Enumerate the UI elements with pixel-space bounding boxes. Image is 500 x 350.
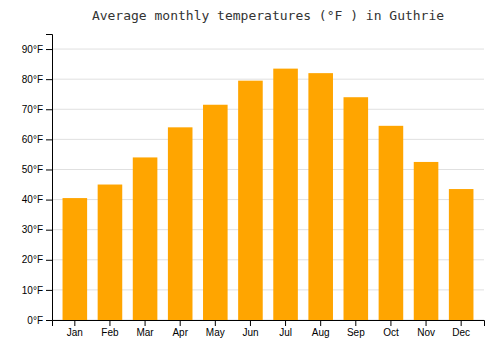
y-tick-mark — [46, 260, 52, 261]
x-tick-label: Jun — [242, 327, 258, 338]
title: Average monthly temperatures (°F ) in Gu… — [92, 8, 444, 23]
bar — [273, 69, 298, 320]
x-tick-mark — [426, 320, 427, 326]
y-axis: 0°F 10°F 20°F 30°F 40°F 50°F 60°F 70°F 80°F 90°F — [22, 35, 53, 326]
y-tick-label: 60°F — [22, 134, 43, 145]
x-tick-label: Apr — [172, 327, 188, 338]
y-tick-mark — [46, 79, 52, 80]
bar — [238, 81, 263, 320]
y-tick-label: 90°F — [22, 44, 43, 55]
y-tick: 10°F — [22, 285, 52, 296]
y-tick-label: 30°F — [22, 224, 43, 235]
x-tick-label: Jan — [67, 327, 83, 338]
x-tick: May — [206, 320, 225, 338]
x-tick-label: Mar — [136, 327, 154, 338]
y-tick-label: 50°F — [22, 164, 43, 175]
y-tick: 50°F — [22, 164, 52, 175]
x-tick: Jan — [67, 320, 83, 338]
x-tick: Aug — [312, 320, 330, 338]
y-tick-label: 40°F — [22, 194, 43, 205]
x-tick: Jun — [242, 320, 258, 338]
y-tick: 20°F — [22, 254, 52, 265]
x-tick: Dec — [452, 320, 470, 338]
y-tick-label: 70°F — [22, 104, 43, 115]
bar — [344, 97, 369, 320]
grid-line — [52, 49, 484, 50]
x-tick-mark — [145, 320, 146, 326]
y-tick: 80°F — [22, 74, 52, 85]
x-tick-mark — [285, 320, 286, 326]
x-tick-label: Jul — [279, 327, 292, 338]
x-tick-mark — [109, 320, 110, 326]
x-tick: Sep — [347, 320, 365, 338]
x-tick-mark — [390, 320, 391, 326]
x-tick: Jul — [279, 320, 292, 338]
y-tick-label: 80°F — [22, 74, 43, 85]
y-tick-mark — [46, 139, 52, 140]
bar — [449, 189, 474, 320]
chart: Jan Feb Mar Apr May Jun Jul Aug Sep Oct Nov Dec 0°F 1… — [0, 0, 500, 350]
plot-area — [63, 69, 474, 320]
y-tick: 70°F — [22, 104, 52, 115]
x-tick-label: Sep — [347, 327, 365, 338]
y-tick: 40°F — [22, 194, 52, 205]
y-tick: 30°F — [22, 224, 52, 235]
y-axis-line — [46, 35, 53, 321]
x-tick-mark — [355, 320, 356, 326]
grid-line — [52, 139, 484, 140]
x-tick-label: Aug — [312, 327, 330, 338]
y-tick-mark — [46, 169, 52, 170]
y-tick-label: 20°F — [22, 254, 43, 265]
bar — [379, 126, 404, 320]
y-tick-label: 10°F — [22, 285, 43, 296]
y-tick-mark — [46, 230, 52, 231]
x-tick-label: May — [206, 327, 225, 338]
x-tick-mark — [180, 320, 181, 326]
y-tick-mark — [46, 320, 52, 321]
y-tick-label: 0°F — [27, 315, 43, 326]
y-tick-mark — [46, 109, 52, 110]
y-tick-mark — [46, 290, 52, 291]
x-axis-line — [53, 321, 485, 327]
x-tick: Oct — [383, 320, 399, 338]
y-tick-mark — [46, 49, 52, 50]
x-tick-label: Nov — [417, 327, 435, 338]
y-tick: 60°F — [22, 134, 52, 145]
bar — [308, 73, 333, 320]
y-tick: 90°F — [22, 44, 52, 55]
x-tick-mark — [74, 320, 75, 326]
x-tick-label: Feb — [101, 327, 119, 338]
bar — [203, 105, 228, 320]
x-axis: Jan Feb Mar Apr May Jun Jul Aug Sep Oct Nov Dec — [53, 320, 485, 338]
y-tick-mark — [46, 200, 52, 201]
bar — [168, 127, 193, 320]
x-tick: Nov — [417, 320, 435, 338]
x-tick: Mar — [136, 320, 154, 338]
x-tick: Feb — [101, 320, 119, 338]
x-tick-mark — [461, 320, 462, 326]
bar — [133, 157, 158, 320]
x-tick-label: Oct — [383, 327, 399, 338]
x-tick: Apr — [172, 320, 188, 338]
y-tick: 0°F — [27, 315, 52, 326]
bar — [63, 198, 88, 320]
grid — [52, 49, 484, 320]
grid-line — [52, 109, 484, 110]
bar — [414, 162, 439, 320]
x-tick-mark — [320, 320, 321, 326]
bar — [98, 185, 123, 320]
x-tick-mark — [250, 320, 251, 326]
x-tick-mark — [215, 320, 216, 326]
x-tick-label: Dec — [452, 327, 470, 338]
grid-line — [52, 79, 484, 80]
